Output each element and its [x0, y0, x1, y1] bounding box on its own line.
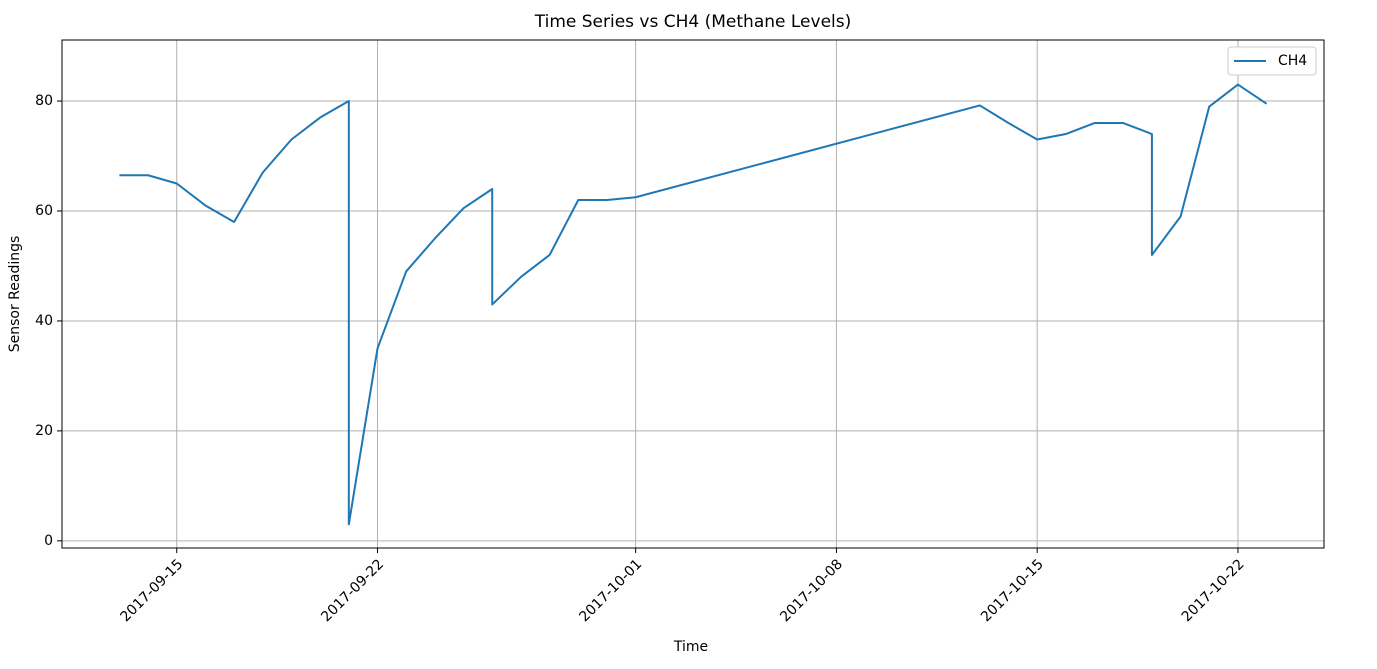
y-axis-label: Sensor Readings — [7, 236, 23, 353]
chart-title: Time Series vs CH4 (Methane Levels) — [534, 12, 852, 32]
x-tick-label: 2017-09-22 — [318, 556, 387, 625]
data-line — [119, 83, 1268, 526]
y-tick-label: 60 — [35, 203, 53, 219]
x-tick-label: 2017-10-01 — [576, 556, 645, 625]
legend: CH4 — [1227, 46, 1317, 76]
y-tick-label: 0 — [44, 533, 53, 549]
y-tick-label: 40 — [35, 313, 53, 329]
x-tick-label: 2017-10-08 — [777, 556, 846, 625]
x-axis-label: Time — [673, 639, 708, 655]
x-tick-label: 2017-10-22 — [1179, 556, 1248, 625]
plot-frame — [61, 39, 1325, 549]
y-tick-label: 80 — [35, 93, 53, 109]
legend-label: CH4 — [1278, 53, 1307, 69]
x-tick-label: 2017-10-15 — [978, 556, 1047, 625]
legend-box — [1227, 46, 1317, 76]
x-tick-label: 2017-09-15 — [118, 556, 187, 625]
y-tick-label: 20 — [35, 423, 53, 439]
